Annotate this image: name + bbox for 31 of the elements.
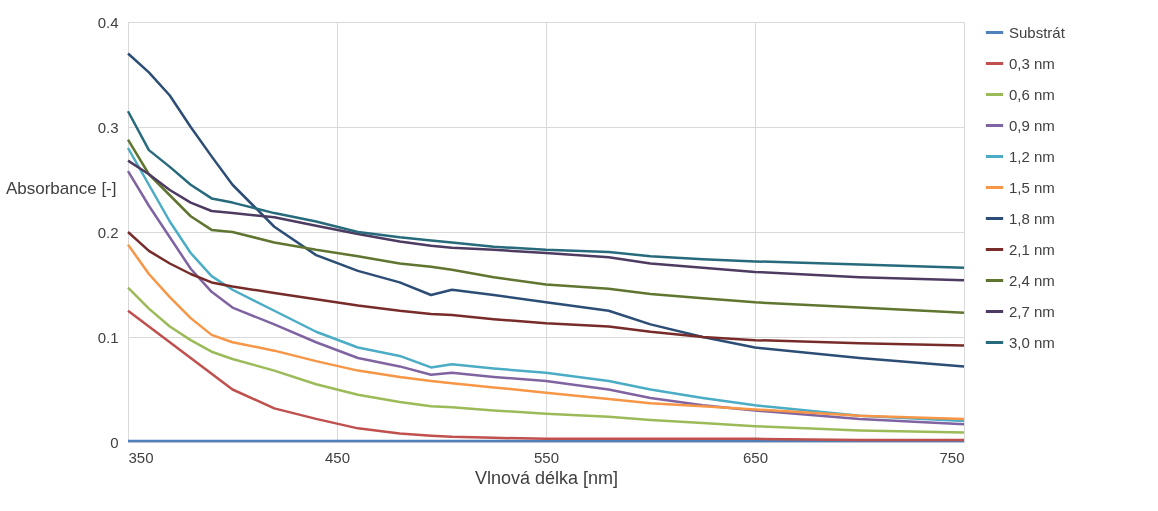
legend-label: 2,4 nm xyxy=(1009,271,1055,289)
x-tick-label: 450 xyxy=(324,448,351,466)
x-tick-label: 750 xyxy=(939,448,965,466)
legend-label: 0,6 nm xyxy=(1009,85,1055,103)
legend-label: 1,8 nm xyxy=(1009,209,1055,227)
legend-label: 0,9 nm xyxy=(1009,116,1055,134)
line-series xyxy=(126,52,966,368)
x-axis-title: Vlnová délka [nm] xyxy=(474,467,619,488)
line-series xyxy=(126,159,966,282)
line-series xyxy=(126,230,966,347)
x-tick-label: 650 xyxy=(742,448,769,466)
y-tick-label: 0 xyxy=(110,433,119,451)
y-tick-label: 0.4 xyxy=(97,13,119,31)
y-axis-title: Absorbance [-] xyxy=(5,178,117,198)
line-series xyxy=(126,286,966,434)
line-series xyxy=(126,243,966,421)
legend-label: 0,3 nm xyxy=(1009,54,1055,72)
legend-label: Substrát xyxy=(1009,23,1066,41)
x-tick-label: 350 xyxy=(128,448,154,466)
line-series xyxy=(126,138,966,315)
x-tick-label: 550 xyxy=(533,448,560,466)
legend-label: 1,5 nm xyxy=(1009,178,1055,196)
y-tick-label: 0.2 xyxy=(97,223,119,241)
legend-label: 2,7 nm xyxy=(1009,302,1055,320)
line-series xyxy=(126,110,966,269)
y-tick-label: 0.3 xyxy=(97,118,119,136)
y-tick-label: 0.1 xyxy=(97,328,119,346)
legend-label: 2,1 nm xyxy=(1009,240,1055,258)
legend-label: 3,0 nm xyxy=(1009,333,1055,351)
legend-label: 1,2 nm xyxy=(1009,147,1055,165)
line-series xyxy=(126,309,966,442)
